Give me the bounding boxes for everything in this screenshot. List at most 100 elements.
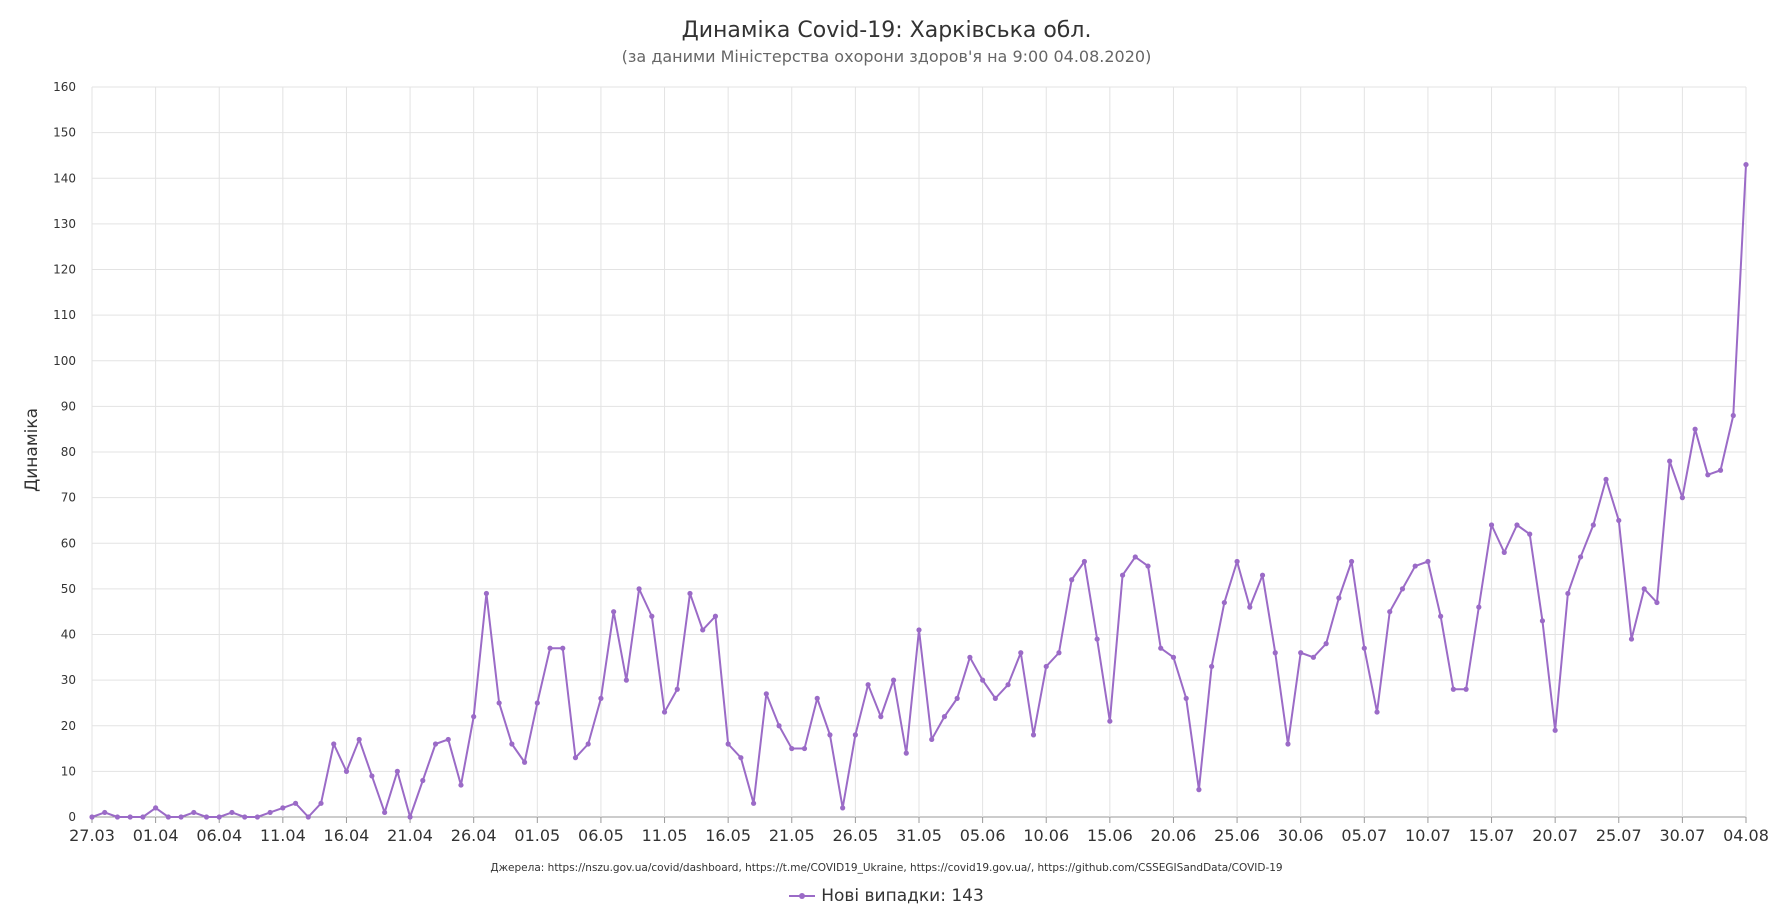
data-point[interactable] (572, 755, 579, 761)
data-point[interactable] (471, 714, 477, 720)
data-point[interactable] (1158, 645, 1164, 651)
data-point[interactable] (191, 809, 197, 816)
data-point[interactable] (382, 809, 388, 816)
data-point[interactable] (343, 768, 350, 774)
data-point[interactable] (1310, 654, 1317, 660)
data-point[interactable] (1539, 618, 1546, 624)
data-point[interactable] (598, 695, 604, 701)
data-point[interactable] (1069, 577, 1075, 583)
data-point[interactable] (1488, 522, 1495, 528)
data-point[interactable] (483, 590, 490, 597)
data-point[interactable] (980, 677, 986, 683)
data-point[interactable] (865, 682, 871, 688)
data-point[interactable] (1476, 604, 1482, 610)
data-point[interactable] (941, 714, 948, 720)
data-point[interactable] (521, 759, 528, 765)
data-point[interactable] (1527, 531, 1533, 537)
data-point[interactable] (1501, 549, 1507, 555)
data-point[interactable] (1565, 590, 1571, 597)
data-point[interactable] (407, 814, 413, 820)
data-point[interactable] (623, 677, 629, 683)
data-point[interactable] (1730, 412, 1736, 419)
data-point[interactable] (1145, 563, 1151, 569)
data-point[interactable] (1412, 563, 1418, 569)
data-point[interactable] (1336, 595, 1342, 601)
data-point[interactable] (394, 768, 400, 774)
data-point[interactable] (1323, 641, 1329, 647)
data-point[interactable] (1005, 682, 1011, 688)
data-point[interactable] (1387, 609, 1393, 615)
data-point[interactable] (1107, 718, 1113, 724)
legend-item-new-cases[interactable]: Нові випадки: 143 (789, 886, 984, 906)
data-point[interactable] (1119, 572, 1126, 578)
data-point[interactable] (1578, 554, 1584, 560)
data-point[interactable] (445, 736, 451, 743)
data-point[interactable] (1717, 467, 1724, 473)
data-point[interactable] (712, 613, 719, 619)
data-point[interactable] (1056, 650, 1062, 656)
data-point[interactable] (1552, 727, 1558, 733)
data-point[interactable] (1425, 558, 1431, 565)
data-point[interactable] (280, 805, 286, 811)
data-point[interactable] (1272, 650, 1278, 656)
legend[interactable]: Нові випадки: 143 (0, 886, 1773, 906)
data-point[interactable] (878, 714, 884, 720)
data-point[interactable] (1463, 686, 1469, 692)
data-point[interactable] (801, 745, 808, 752)
data-point[interactable] (1616, 517, 1622, 524)
data-point[interactable] (432, 741, 439, 747)
data-point[interactable] (1196, 787, 1202, 793)
data-point[interactable] (458, 782, 464, 788)
data-point[interactable] (903, 750, 909, 756)
data-point[interactable] (547, 645, 553, 651)
data-point[interactable] (102, 809, 108, 816)
data-point[interactable] (1298, 650, 1304, 656)
data-point[interactable] (1628, 636, 1635, 642)
data-point[interactable] (267, 809, 273, 816)
data-point[interactable] (1247, 604, 1253, 610)
data-point[interactable] (789, 745, 795, 752)
data-point[interactable] (1094, 636, 1100, 642)
data-point[interactable] (496, 700, 502, 706)
data-point[interactable] (840, 805, 846, 811)
data-point[interactable] (1667, 458, 1673, 464)
data-point[interactable] (687, 590, 693, 597)
data-point[interactable] (178, 814, 184, 820)
data-point[interactable] (649, 613, 655, 619)
data-point[interactable] (509, 741, 515, 747)
data-point[interactable] (1692, 426, 1698, 432)
data-point[interactable] (1514, 522, 1520, 528)
data-point[interactable] (916, 627, 922, 633)
data-point[interactable] (1132, 554, 1138, 560)
data-point[interactable] (852, 732, 858, 738)
data-point[interactable] (929, 736, 935, 743)
data-point[interactable] (1374, 709, 1380, 715)
data-point[interactable] (369, 773, 375, 779)
data-point[interactable] (1654, 599, 1660, 606)
data-point[interactable] (585, 741, 591, 747)
data-point[interactable] (1259, 572, 1266, 578)
data-point[interactable] (216, 814, 222, 820)
data-point[interactable] (1743, 161, 1749, 168)
data-point[interactable] (890, 677, 897, 683)
data-point[interactable] (560, 645, 566, 651)
data-point[interactable] (1285, 741, 1291, 747)
data-point[interactable] (165, 814, 171, 820)
data-point[interactable] (814, 695, 820, 701)
data-point[interactable] (127, 814, 133, 820)
data-point[interactable] (1018, 650, 1024, 656)
data-point[interactable] (700, 627, 706, 633)
data-point[interactable] (1590, 522, 1596, 528)
data-point[interactable] (114, 814, 121, 820)
data-point[interactable] (1603, 476, 1609, 482)
data-point[interactable] (776, 723, 782, 729)
data-point[interactable] (636, 586, 642, 592)
data-point[interactable] (661, 709, 668, 715)
data-point[interactable] (1705, 472, 1711, 478)
data-point[interactable] (1641, 586, 1647, 592)
data-point[interactable] (1399, 586, 1406, 592)
data-point[interactable] (1170, 654, 1177, 660)
data-point[interactable] (992, 695, 998, 701)
data-point[interactable] (140, 814, 146, 820)
data-point[interactable] (751, 800, 757, 806)
